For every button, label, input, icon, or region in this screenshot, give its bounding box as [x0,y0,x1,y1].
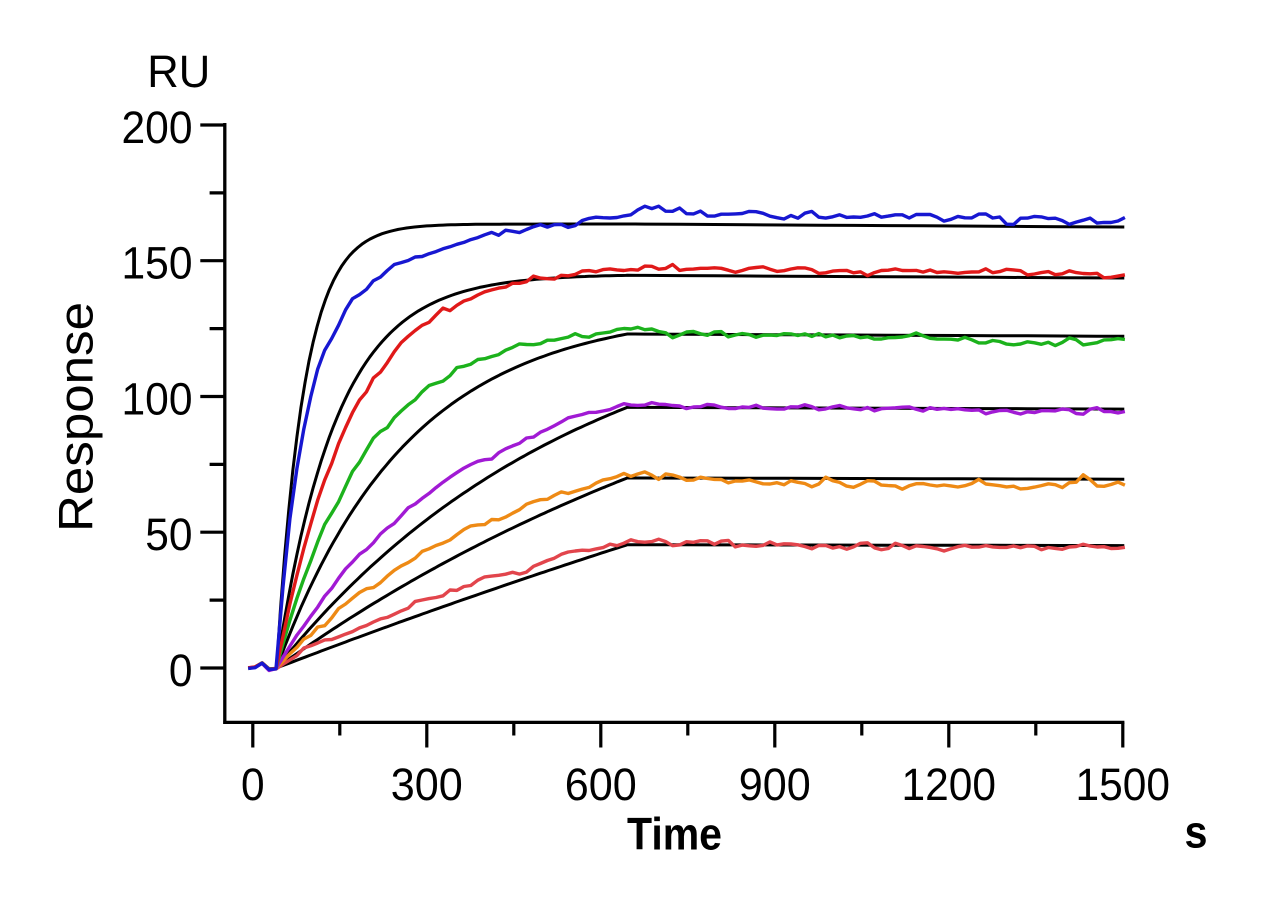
svg-text:600: 600 [565,759,637,810]
svg-text:900: 900 [739,759,811,810]
svg-text:100: 100 [122,374,193,425]
svg-text:s: s [1185,807,1208,858]
svg-text:200: 200 [122,102,193,153]
svg-text:150: 150 [122,238,193,289]
svg-text:Time: Time [627,809,722,860]
svg-text:RU: RU [147,46,210,97]
svg-text:0: 0 [241,759,265,810]
svg-text:Response: Response [51,302,104,532]
svg-text:50: 50 [145,509,192,560]
svg-text:300: 300 [391,759,463,810]
svg-text:0: 0 [169,645,193,696]
svg-text:1200: 1200 [902,759,997,810]
svg-text:1500: 1500 [1076,759,1171,810]
